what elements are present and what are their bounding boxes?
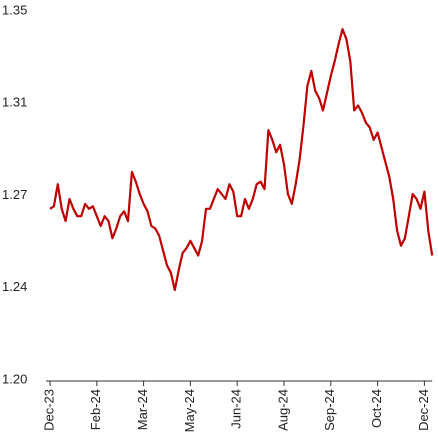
y-tick-label: 1.35 — [2, 2, 27, 17]
y-tick-label: 1.24 — [2, 279, 27, 294]
x-tick-label: Sep-24 — [322, 389, 337, 431]
y-tick-label: 1.27 — [2, 187, 27, 202]
line-series — [49, 28, 434, 292]
y-tick-label: 1.20 — [2, 371, 27, 386]
x-tick-label: Dec-23 — [41, 389, 56, 431]
y-tick-label: 1.31 — [2, 95, 27, 110]
x-tick-label: Aug-24 — [275, 389, 290, 431]
x-tick-label: Oct-24 — [369, 389, 384, 428]
x-tick-label: Feb-24 — [88, 389, 103, 430]
x-tick-label: Jun-24 — [229, 389, 244, 429]
x-tick-label: May-24 — [182, 389, 197, 432]
x-tick-label: Dec-24 — [416, 389, 431, 431]
x-tick-label: Mar-24 — [135, 389, 150, 430]
